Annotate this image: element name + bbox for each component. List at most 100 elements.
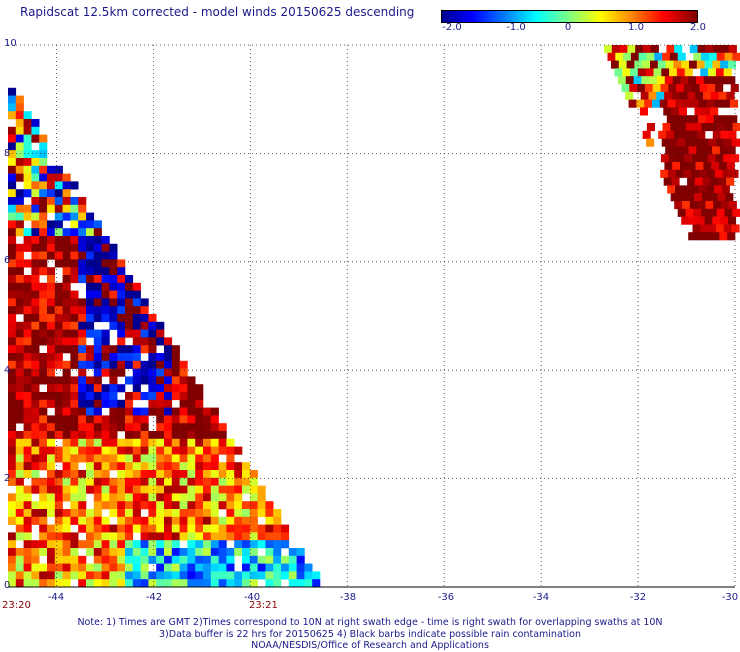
wind-cell — [164, 454, 173, 463]
wind-cell — [203, 524, 212, 533]
wind-cell — [171, 509, 180, 518]
wind-cell — [101, 516, 110, 525]
wind-cell — [195, 524, 204, 533]
wind-cell — [39, 360, 48, 369]
wind-cell — [164, 548, 173, 557]
wind-cell — [218, 563, 227, 572]
wind-cell — [117, 516, 126, 525]
wind-cell — [140, 431, 149, 440]
wind-cell — [47, 165, 56, 174]
wind-cell — [187, 516, 196, 525]
wind-cell — [23, 501, 32, 510]
wind-cell — [78, 384, 87, 393]
wind-cell — [148, 509, 157, 518]
wind-cell — [62, 462, 71, 471]
wind-cell — [54, 212, 63, 221]
wind-cell — [708, 138, 717, 147]
wind-cell — [688, 76, 697, 85]
wind-cell — [117, 298, 126, 307]
wind-cell — [54, 493, 63, 502]
wind-cell — [685, 138, 694, 147]
wind-cell — [15, 165, 24, 174]
wind-cell — [8, 337, 17, 346]
wind-cell — [39, 509, 48, 518]
wind-cell — [125, 423, 134, 432]
wind-cell — [273, 540, 282, 549]
wind-cell — [187, 563, 196, 572]
wind-cell — [728, 130, 737, 139]
wind-cell — [708, 224, 717, 233]
wind-cell — [70, 220, 79, 229]
wind-cell — [148, 485, 157, 494]
wind-cell — [39, 438, 48, 447]
wind-cell — [62, 314, 71, 323]
wind-cell — [662, 52, 671, 61]
wind-cell — [618, 76, 627, 85]
wind-cell — [70, 438, 79, 447]
wind-cell — [86, 236, 95, 245]
wind-cell — [707, 154, 716, 163]
wind-cell — [179, 368, 188, 377]
wind-cell — [684, 154, 693, 163]
wind-cell — [665, 146, 674, 155]
wind-cell — [15, 579, 24, 588]
wind-cell — [626, 60, 635, 69]
wind-cell — [39, 329, 48, 338]
wind-cell — [125, 579, 134, 588]
wind-cell — [646, 123, 655, 132]
wind-cell — [39, 368, 48, 377]
wind-cell — [710, 91, 719, 100]
wind-cell — [23, 204, 32, 213]
wind-cell — [23, 485, 32, 494]
wind-cell — [31, 392, 40, 401]
wind-cell — [86, 376, 95, 385]
wind-cell — [31, 173, 40, 182]
wind-cell — [39, 548, 48, 557]
wind-cell — [70, 329, 79, 338]
wind-cell — [31, 407, 40, 416]
wind-cell — [86, 360, 95, 369]
wind-cell — [31, 236, 40, 245]
wind-cell — [47, 189, 56, 198]
wind-cell — [54, 454, 63, 463]
wind-cell — [23, 314, 32, 323]
wind-cell — [117, 509, 126, 518]
wind-cell — [195, 454, 204, 463]
wind-cell — [703, 76, 712, 85]
wind-cell — [203, 423, 212, 432]
wind-cell — [156, 485, 165, 494]
wind-cell — [218, 485, 227, 494]
wind-cell — [210, 431, 219, 440]
wind-cell — [62, 384, 71, 393]
wind-cell — [31, 415, 40, 424]
wind-cell — [8, 306, 17, 315]
wind-cell — [8, 165, 17, 174]
wind-cell — [117, 485, 126, 494]
wind-cell — [187, 376, 196, 385]
wind-cell — [698, 115, 707, 124]
wind-cell — [156, 548, 165, 557]
wind-cell — [70, 477, 79, 486]
wind-cell — [8, 384, 17, 393]
wind-cell — [39, 337, 48, 346]
wind-cell — [47, 485, 56, 494]
wind-cell — [637, 68, 646, 77]
wind-cell — [708, 68, 717, 77]
wind-cell — [47, 306, 56, 315]
wind-cell — [726, 162, 735, 171]
wind-cell — [218, 516, 227, 525]
wind-cell — [23, 532, 32, 541]
wind-cell — [677, 52, 686, 61]
wind-cell — [171, 454, 180, 463]
wind-cell — [642, 130, 651, 139]
wind-cell — [625, 76, 634, 85]
wind-cell — [708, 52, 717, 61]
wind-cell — [699, 169, 708, 178]
wind-cell — [171, 516, 180, 525]
wind-cell — [78, 571, 87, 580]
wind-cell — [78, 516, 87, 525]
wind-cell — [210, 501, 219, 510]
wind-cell — [93, 548, 102, 557]
wind-cell — [210, 563, 219, 572]
